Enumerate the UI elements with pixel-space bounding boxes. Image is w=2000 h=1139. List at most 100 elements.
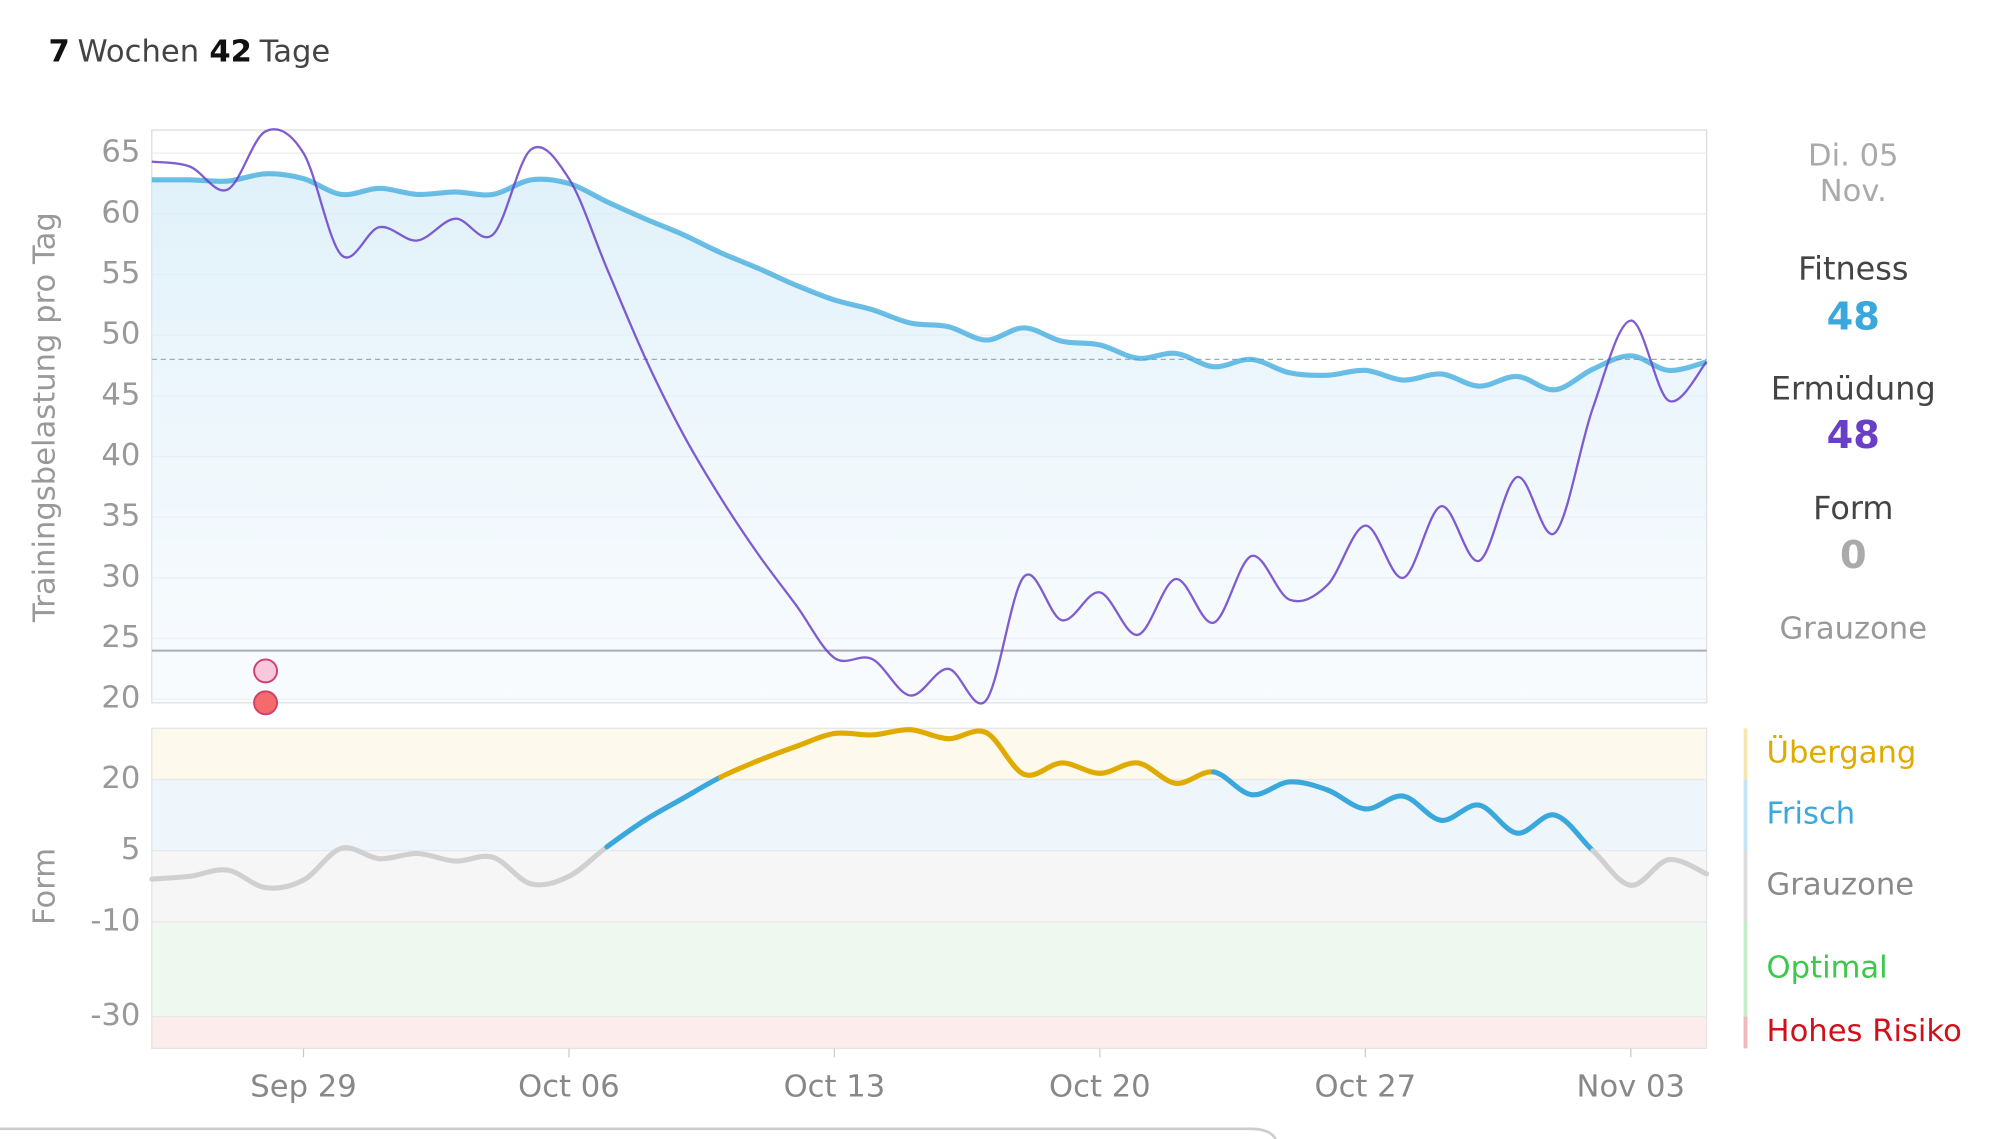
form-line-segment — [1514, 812, 1558, 836]
form-line-segment — [1666, 857, 1710, 877]
fitness-area — [151, 173, 1707, 703]
series-line — [151, 128, 1708, 705]
form-line-segment — [1400, 793, 1444, 823]
form-line-segment — [338, 845, 382, 862]
y-tick-label: 35 — [101, 499, 140, 534]
y-tick-label: 60 — [101, 195, 140, 230]
days: 42 — [209, 34, 252, 69]
x-tick-label: Oct 06 — [518, 1069, 620, 1104]
form-line-segment — [566, 844, 610, 879]
date: Di. 05 — [1808, 138, 1898, 173]
form-line-segment — [1324, 787, 1368, 812]
form-line-segment — [718, 757, 762, 780]
zone-legend-label: Hohes Risiko — [1767, 1014, 1962, 1049]
date: Nov. — [1820, 174, 1887, 209]
form-line-segment — [1286, 779, 1330, 793]
fatigue-value: 48 — [1827, 413, 1880, 458]
form-line-segment — [1135, 760, 1179, 786]
y-axis-title: Form — [27, 848, 62, 925]
zone-band — [151, 779, 1707, 851]
y-tick-label: -30 — [90, 998, 140, 1033]
form-line-segment — [1590, 848, 1634, 888]
zone-band — [151, 921, 1707, 1017]
form-line-segment — [490, 854, 534, 887]
y-tick-label: 65 — [101, 135, 140, 170]
zone-legend-bar — [1743, 1016, 1748, 1049]
form-line-segment — [1628, 857, 1672, 888]
fatigue-label: Ermüdung — [1771, 369, 1936, 407]
plot-border — [151, 727, 1708, 1050]
y-tick-label: 5 — [121, 832, 140, 867]
form-line-segment — [642, 795, 686, 823]
series-line — [151, 171, 1708, 393]
form-line-segment — [528, 873, 572, 888]
form-line-segment — [1173, 769, 1217, 786]
y-tick-label: 50 — [101, 317, 140, 352]
y-tick-label: 55 — [101, 256, 140, 291]
fitness-label: Fitness — [1798, 249, 1908, 287]
x-tick-label: Nov 03 — [1577, 1069, 1685, 1104]
form-line-segment — [604, 817, 648, 850]
form-line-segment — [1059, 760, 1103, 776]
duration: 7 Wochen 42 Tage — [48, 34, 330, 69]
form-value: 0 — [1840, 533, 1867, 578]
event-marker — [253, 690, 279, 716]
y-tick-label: 20 — [101, 761, 140, 796]
form-line-segment — [869, 727, 913, 738]
form-line-segment — [831, 730, 875, 738]
zone-legend-bar — [1743, 779, 1748, 851]
form-line-segment — [300, 845, 344, 883]
y-tick-label: 25 — [101, 620, 140, 655]
x-tick-label: Oct 27 — [1315, 1069, 1417, 1104]
form-line-segment — [149, 873, 193, 882]
form-line-segment — [1552, 812, 1596, 854]
form-line-segment — [452, 853, 496, 864]
zone-label: Grauzone — [1780, 612, 1927, 647]
weeks: 7 — [48, 34, 69, 69]
form-line-segment — [680, 774, 724, 802]
x-tick-label: Oct 13 — [784, 1069, 886, 1104]
zone-band — [151, 1016, 1707, 1049]
form-line-segment — [187, 867, 231, 879]
y-tick-label: 45 — [101, 377, 140, 412]
form-line-segment — [1248, 779, 1293, 798]
zone-band — [151, 850, 1707, 922]
form-line-segment — [945, 728, 989, 742]
form-line-segment — [983, 730, 1027, 777]
days-label: Tage — [259, 34, 331, 69]
y-tick-label: 40 — [101, 438, 140, 473]
form-line-segment — [793, 730, 837, 749]
x-tick-label: Sep 29 — [250, 1069, 356, 1104]
weeks-label: Wochen — [77, 34, 199, 69]
form-line-segment — [1097, 760, 1141, 776]
form-line-segment — [756, 743, 800, 764]
form-line-segment — [1476, 802, 1520, 836]
form-line-segment — [414, 850, 458, 864]
form-line-segment — [225, 867, 269, 891]
zone-legend-label: Grauzone — [1767, 868, 1914, 903]
zone-legend-label: Optimal — [1767, 951, 1888, 986]
form-line-segment — [263, 877, 307, 891]
zone-legend-bar — [1743, 850, 1748, 922]
zone-legend-label: Frisch — [1767, 797, 1856, 832]
form-label: Form — [1813, 489, 1893, 527]
zone-legend-bar — [1743, 728, 1748, 780]
bottom-sheet — [0, 1127, 1277, 1139]
y-tick-label: 20 — [101, 681, 140, 716]
form-line-segment — [1021, 760, 1065, 778]
form-line-segment — [1438, 802, 1482, 823]
form-line-segment — [1211, 769, 1255, 798]
fitness-value: 48 — [1827, 294, 1880, 339]
x-tick-label: Oct 20 — [1049, 1069, 1151, 1104]
event-marker — [253, 658, 279, 684]
y-tick-label: 30 — [101, 559, 140, 594]
form-line-segment — [907, 727, 951, 742]
zone-legend-label: Übergang — [1767, 733, 1917, 770]
form-line-segment — [1362, 793, 1406, 812]
form-line-segment — [376, 850, 420, 862]
zone-legend-bar — [1743, 921, 1748, 1017]
y-tick-label: -10 — [90, 903, 140, 938]
y-axis-title: Trainingsbelastung pro Tag — [27, 212, 62, 623]
